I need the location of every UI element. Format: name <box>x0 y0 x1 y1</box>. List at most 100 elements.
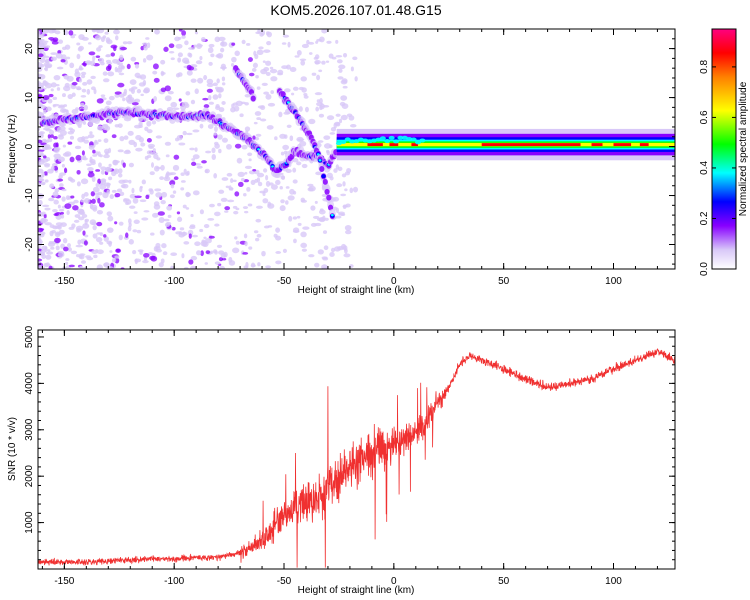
noise-speckle <box>56 126 62 133</box>
noise-speckle <box>55 53 63 59</box>
noise-speckle <box>136 229 142 234</box>
noise-speckle <box>293 238 297 244</box>
noise-speckle <box>173 154 180 160</box>
noise-speckle <box>100 61 105 66</box>
noise-speckle <box>204 238 212 244</box>
noise-speckle <box>340 243 347 250</box>
noise-speckle <box>312 215 320 220</box>
noise-speckle <box>235 100 243 107</box>
noise-speckle <box>63 246 69 252</box>
noise-speckle <box>98 45 103 48</box>
noise-speckle <box>335 54 343 58</box>
noise-speckle <box>292 167 297 173</box>
noise-speckle <box>206 88 213 93</box>
noise-speckle <box>194 241 201 247</box>
noise-speckle <box>254 111 262 116</box>
noise-speckle <box>178 98 182 102</box>
noise-speckle <box>44 146 52 150</box>
noise-speckle <box>256 172 265 178</box>
noise-speckle <box>92 154 98 157</box>
noise-speckle <box>221 82 226 86</box>
noise-speckle <box>207 47 214 54</box>
noise-speckle <box>285 186 290 189</box>
noise-speckle <box>178 231 183 235</box>
chart-title: KOM5.2026.107.01.48.G15 <box>270 2 442 18</box>
y-tick-label: 0 <box>24 143 35 149</box>
noise-speckle <box>246 186 251 192</box>
noise-speckle <box>128 222 132 228</box>
noise-speckle <box>43 109 47 114</box>
noise-speckle <box>193 44 197 48</box>
noise-speckle <box>196 165 203 169</box>
noise-speckle <box>234 191 240 197</box>
noise-speckle <box>202 97 209 101</box>
noise-speckle <box>314 92 323 96</box>
noise-speckle <box>80 94 87 98</box>
noise-speckle <box>231 42 236 46</box>
noise-speckle <box>76 86 82 91</box>
noise-speckle <box>237 171 245 177</box>
y-tick-label: -20 <box>24 237 35 252</box>
noise-speckle <box>213 173 218 179</box>
noise-speckle <box>96 264 103 269</box>
noise-speckle <box>93 254 98 259</box>
noise-speckle <box>208 94 212 101</box>
noise-speckle <box>38 30 41 36</box>
noise-speckle <box>78 34 85 40</box>
noise-speckle <box>57 156 65 163</box>
noise-speckle <box>134 98 141 103</box>
x-tick-label: 0 <box>391 276 397 287</box>
noise-speckle <box>96 209 104 215</box>
x-tick-label: -100 <box>164 276 184 287</box>
noise-speckle <box>107 147 112 154</box>
noise-speckle <box>44 67 49 72</box>
noise-speckle <box>342 53 348 58</box>
spectrogram-xlabel: Height of straight line (km) <box>298 285 415 296</box>
noise-speckle <box>221 40 225 46</box>
noise-speckle <box>190 99 196 105</box>
noise-speckle <box>244 241 248 247</box>
noise-speckle <box>138 121 143 127</box>
noise-speckle <box>287 41 291 48</box>
noise-speckle <box>99 241 104 245</box>
noise-speckle <box>38 111 42 117</box>
noise-speckle <box>211 154 217 160</box>
noise-speckle <box>321 60 326 65</box>
noise-speckle <box>265 180 271 187</box>
noise-speckle <box>214 223 220 227</box>
noise-speckle <box>38 199 43 206</box>
noise-speckle <box>208 235 215 239</box>
noise-speckle <box>108 163 112 168</box>
y-tick-label: 3000 <box>24 418 35 441</box>
noise-speckle <box>155 248 162 253</box>
noise-speckle <box>53 136 58 140</box>
noise-speckle <box>337 76 344 80</box>
noise-speckle <box>52 208 58 213</box>
noise-speckle <box>321 264 328 269</box>
noise-speckle <box>215 87 223 93</box>
noise-speckle <box>170 57 175 61</box>
noise-speckle <box>255 133 262 137</box>
noise-speckle <box>188 259 194 265</box>
noise-speckle <box>262 60 266 64</box>
noise-speckle <box>43 262 49 268</box>
noise-speckle <box>109 250 113 253</box>
noise-speckle <box>39 232 45 238</box>
noise-speckle <box>108 95 115 101</box>
noise-speckle <box>74 214 81 219</box>
noise-speckle <box>262 191 266 197</box>
noise-speckle <box>165 154 170 158</box>
noise-speckle <box>75 244 83 248</box>
noise-speckle <box>274 136 278 141</box>
noise-speckle <box>78 67 84 71</box>
noise-speckle <box>98 162 102 168</box>
noise-speckle <box>117 149 124 153</box>
noise-speckle <box>321 193 328 197</box>
noise-speckle <box>47 249 51 252</box>
noise-speckle <box>38 131 45 135</box>
noise-speckle <box>63 85 71 92</box>
noise-speckle <box>170 252 178 256</box>
noise-speckle <box>44 222 52 226</box>
noise-speckle <box>76 169 81 175</box>
noise-speckle <box>191 158 196 161</box>
